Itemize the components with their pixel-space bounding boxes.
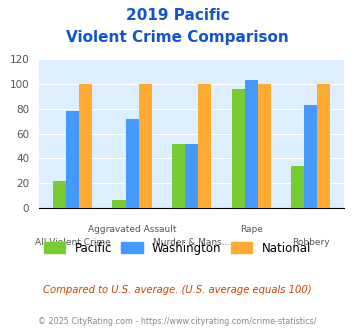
Bar — [66, 112, 79, 208]
Bar — [317, 84, 331, 208]
Bar — [139, 84, 152, 208]
Text: Murder & Mans...: Murder & Mans... — [153, 239, 230, 248]
Bar — [185, 144, 198, 208]
Bar — [291, 166, 304, 208]
Text: 2019 Pacific: 2019 Pacific — [126, 8, 229, 23]
Text: Aggravated Assault: Aggravated Assault — [88, 225, 176, 234]
Text: © 2025 CityRating.com - https://www.cityrating.com/crime-statistics/: © 2025 CityRating.com - https://www.city… — [38, 317, 317, 326]
Text: Rape: Rape — [240, 225, 263, 234]
Text: All Violent Crime: All Violent Crime — [35, 239, 110, 248]
Bar — [172, 144, 185, 208]
Bar — [79, 84, 92, 208]
Bar — [113, 200, 126, 208]
Text: Compared to U.S. average. (U.S. average equals 100): Compared to U.S. average. (U.S. average … — [43, 285, 312, 295]
Legend: Pacific, Washington, National: Pacific, Washington, National — [39, 237, 316, 259]
Bar — [198, 84, 211, 208]
Bar — [304, 105, 317, 208]
Bar — [126, 119, 139, 208]
Bar — [245, 81, 258, 208]
Text: Robbery: Robbery — [292, 239, 330, 248]
Bar — [258, 84, 271, 208]
Text: Violent Crime Comparison: Violent Crime Comparison — [66, 30, 289, 45]
Bar — [53, 181, 66, 208]
Bar — [231, 89, 245, 208]
